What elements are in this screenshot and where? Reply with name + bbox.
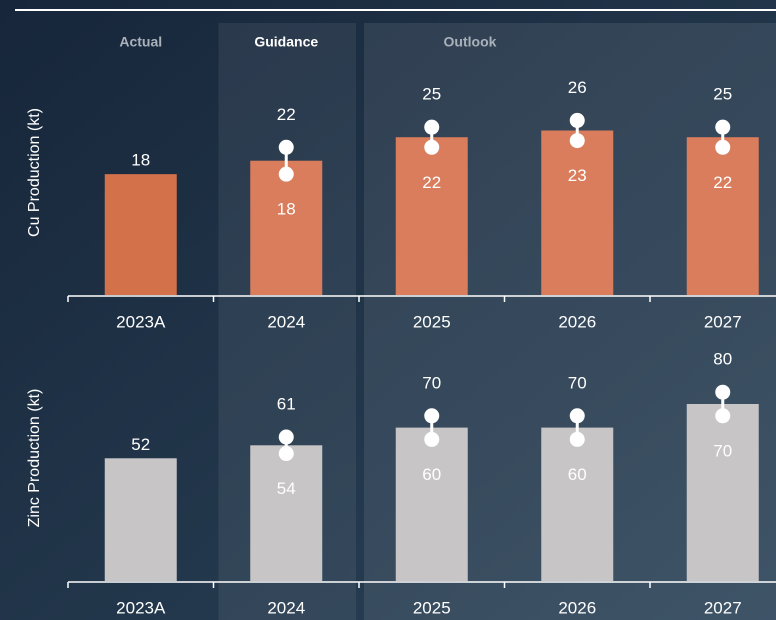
value-label: 18 <box>131 151 150 170</box>
bar <box>541 130 614 295</box>
range-high-dot <box>278 429 294 445</box>
x-tick-label: 2025 <box>413 312 451 331</box>
bar <box>395 137 468 295</box>
low-label: 60 <box>422 465 441 484</box>
high-label: 70 <box>422 373 441 392</box>
bar <box>686 137 759 295</box>
x-tick-label: 2024 <box>267 598 305 617</box>
low-label: 22 <box>422 173 441 192</box>
y-axis-label: Zinc Production (kt) <box>26 389 43 528</box>
x-tick-label: 2026 <box>558 312 596 331</box>
x-tick-label: 2023A <box>116 312 166 331</box>
group-label: Actual <box>119 34 162 50</box>
range-high-dot <box>424 119 440 135</box>
range-high-dot <box>715 119 731 135</box>
high-label: 70 <box>568 373 587 392</box>
high-label: 25 <box>422 85 441 104</box>
low-label: 18 <box>277 200 296 219</box>
high-label: 80 <box>713 350 732 369</box>
range-low-dot <box>715 408 731 424</box>
range-low-dot <box>569 431 585 447</box>
high-label: 26 <box>568 78 587 97</box>
range-low-dot <box>424 431 440 447</box>
bar <box>250 445 323 581</box>
low-label: 23 <box>568 166 587 185</box>
bar <box>250 160 323 295</box>
low-label: 22 <box>713 173 732 192</box>
range-low-dot <box>424 139 440 155</box>
bar <box>686 404 759 581</box>
bar <box>541 427 614 581</box>
range-high-dot <box>569 112 585 128</box>
x-tick-label: 2026 <box>558 598 596 617</box>
x-tick-label: 2025 <box>413 598 451 617</box>
value-label: 52 <box>131 435 150 454</box>
range-high-dot <box>715 384 731 400</box>
y-axis-label: Cu Production (kt) <box>26 108 43 237</box>
range-low-dot <box>278 446 294 462</box>
bar <box>395 427 468 581</box>
high-label: 22 <box>277 105 296 124</box>
group-label: Outlook <box>444 34 497 50</box>
low-label: 54 <box>277 479 296 498</box>
range-low-dot <box>715 139 731 155</box>
range-high-dot <box>569 408 585 424</box>
range-low-dot <box>569 133 585 149</box>
low-label: 70 <box>713 441 732 460</box>
low-label: 60 <box>568 465 587 484</box>
x-tick-label: 2027 <box>704 598 742 617</box>
range-high-dot <box>424 408 440 424</box>
bar <box>104 174 177 295</box>
x-tick-label: 2024 <box>267 312 305 331</box>
range-low-dot <box>278 166 294 182</box>
group-label: Guidance <box>254 34 318 50</box>
x-tick-label: 2027 <box>704 312 742 331</box>
high-label: 25 <box>713 85 732 104</box>
x-tick-label: 2023A <box>116 598 166 617</box>
range-high-dot <box>278 139 294 155</box>
bar <box>104 458 177 581</box>
high-label: 61 <box>277 395 296 414</box>
